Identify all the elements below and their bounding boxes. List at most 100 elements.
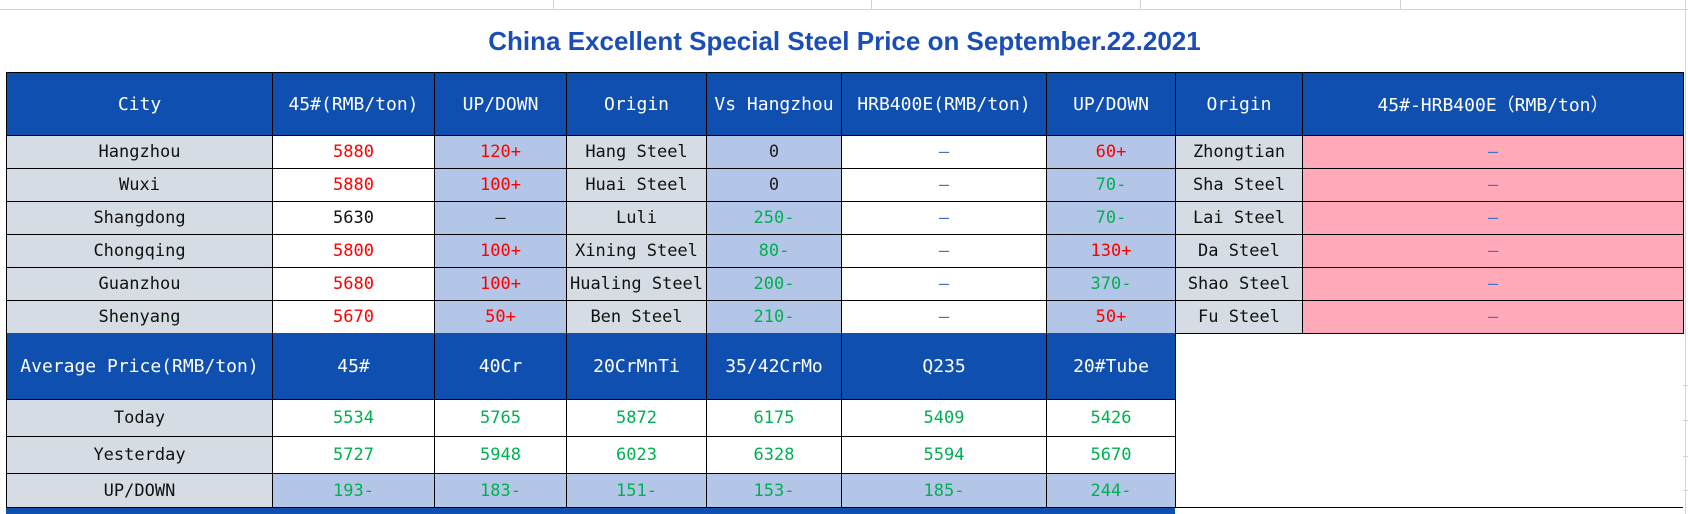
price45-cell[interactable]: 5880 <box>273 136 435 169</box>
origin-cell[interactable]: Hualing Steel <box>567 268 707 301</box>
sheet-title: China Excellent Special Steel Price on S… <box>6 10 1683 72</box>
gridline <box>1683 490 1688 491</box>
origin-cell[interactable]: Luli <box>567 202 707 235</box>
avg-value-cell[interactable]: 151- <box>567 474 707 508</box>
avg-value-cell[interactable]: 5765 <box>435 400 567 437</box>
origin-cell[interactable]: Hang Steel <box>567 136 707 169</box>
hrb400e-cell[interactable]: – <box>842 136 1047 169</box>
gridline <box>1685 0 1686 514</box>
diff-cell[interactable]: – <box>1303 202 1684 235</box>
price45-cell[interactable]: 5800 <box>273 235 435 268</box>
updown-cell[interactable]: 100+ <box>435 235 567 268</box>
hrb400e-cell[interactable]: – <box>842 202 1047 235</box>
avg-value-cell[interactable]: 5670 <box>1047 437 1176 474</box>
city-cell[interactable]: Wuxi <box>7 169 273 202</box>
origin2-cell[interactable]: Sha Steel <box>1176 169 1303 202</box>
city-cell[interactable]: Shenyang <box>7 301 273 334</box>
origin-cell[interactable]: Ben Steel <box>567 301 707 334</box>
updown2-cell[interactable]: 130+ <box>1047 235 1176 268</box>
avg-header-label[interactable]: Average Price(RMB/ton) <box>7 333 273 400</box>
avg-row-label[interactable]: UP/DOWN <box>7 474 273 508</box>
diff-cell[interactable]: – <box>1303 301 1684 334</box>
hrb400e-cell[interactable]: – <box>842 301 1047 334</box>
hrb400e-cell[interactable]: – <box>842 235 1047 268</box>
header-updown[interactable]: UP/DOWN <box>435 73 567 136</box>
price45-cell[interactable]: 5680 <box>273 268 435 301</box>
price45-cell[interactable]: 5630 <box>273 202 435 235</box>
avg-header-q235[interactable]: Q235 <box>842 333 1047 400</box>
avg-value-cell[interactable]: 5426 <box>1047 400 1176 437</box>
header-diff[interactable]: 45#-HRB400E（RMB/ton） <box>1303 73 1684 136</box>
vs-hangzhou-cell[interactable]: 210- <box>707 301 842 334</box>
origin2-cell[interactable]: Da Steel <box>1176 235 1303 268</box>
city-cell[interactable]: Chongqing <box>7 235 273 268</box>
updown2-cell[interactable]: 370- <box>1047 268 1176 301</box>
avg-value-cell[interactable]: 153- <box>707 474 842 508</box>
avg-header-20tube[interactable]: 20#Tube <box>1047 333 1176 400</box>
gridline <box>1140 0 1141 9</box>
updown-cell[interactable]: 50+ <box>435 301 567 334</box>
city-cell[interactable]: Hangzhou <box>7 136 273 169</box>
avg-value-cell[interactable]: 5727 <box>273 437 435 474</box>
diff-cell[interactable]: – <box>1303 136 1684 169</box>
city-cell[interactable]: Shangdong <box>7 202 273 235</box>
diff-cell[interactable]: – <box>1303 235 1684 268</box>
avg-header-40cr[interactable]: 40Cr <box>435 333 567 400</box>
updown2-cell[interactable]: 70- <box>1047 169 1176 202</box>
vs-hangzhou-cell[interactable]: 250- <box>707 202 842 235</box>
vs-hangzhou-cell[interactable]: 0 <box>707 136 842 169</box>
updown2-cell[interactable]: 50+ <box>1047 301 1176 334</box>
updown-cell[interactable]: 100+ <box>435 169 567 202</box>
avg-value-cell[interactable]: 183- <box>435 474 567 508</box>
avg-value-cell[interactable]: 5872 <box>567 400 707 437</box>
avg-value-cell[interactable]: 6175 <box>707 400 842 437</box>
updown-cell[interactable]: 120+ <box>435 136 567 169</box>
avg-header-20crmnti[interactable]: 20CrMnTi <box>567 333 707 400</box>
avg-value-cell[interactable]: 6328 <box>707 437 842 474</box>
avg-value-cell[interactable]: 193- <box>273 474 435 508</box>
avg-value-cell[interactable]: 5534 <box>273 400 435 437</box>
avg-row-label[interactable]: Today <box>7 400 273 437</box>
avg-header-3542crmo[interactable]: 35/42CrMo <box>707 333 842 400</box>
header-45-price[interactable]: 45#(RMB/ton) <box>273 73 435 136</box>
avg-row-label[interactable]: Yesterday <box>7 437 273 474</box>
origin2-cell[interactable]: Fu Steel <box>1176 301 1303 334</box>
avg-value-cell[interactable]: 244- <box>1047 474 1176 508</box>
updown-cell[interactable]: – <box>435 202 567 235</box>
origin-cell[interactable]: Xining Steel <box>567 235 707 268</box>
avg-value-cell[interactable]: 185- <box>842 474 1047 508</box>
header-origin2[interactable]: Origin <box>1176 73 1303 136</box>
gridline <box>1683 385 1688 386</box>
origin2-cell[interactable]: Shao Steel <box>1176 268 1303 301</box>
vs-hangzhou-cell[interactable]: 0 <box>707 169 842 202</box>
origin-cell[interactable]: Huai Steel <box>567 169 707 202</box>
vs-hangzhou-cell[interactable]: 200- <box>707 268 842 301</box>
header-origin[interactable]: Origin <box>567 73 707 136</box>
updown2-cell[interactable]: 70- <box>1047 202 1176 235</box>
avg-value-cell[interactable]: 5409 <box>842 400 1047 437</box>
header-updown2[interactable]: UP/DOWN <box>1047 73 1176 136</box>
gridline <box>0 9 1688 10</box>
header-vs-hangzhou[interactable]: Vs Hangzhou <box>707 73 842 136</box>
gridline <box>1175 507 1683 508</box>
diff-cell[interactable]: – <box>1303 169 1684 202</box>
updown2-cell[interactable]: 60+ <box>1047 136 1176 169</box>
hrb400e-cell[interactable]: – <box>842 268 1047 301</box>
header-hrb400e[interactable]: HRB400E(RMB/ton) <box>842 73 1047 136</box>
hrb400e-cell[interactable]: – <box>842 169 1047 202</box>
vs-hangzhou-cell[interactable]: 80- <box>707 235 842 268</box>
origin2-cell[interactable]: Zhongtian <box>1176 136 1303 169</box>
avg-header-45[interactable]: 45# <box>273 333 435 400</box>
updown-cell[interactable]: 100+ <box>435 268 567 301</box>
origin2-cell[interactable]: Lai Steel <box>1176 202 1303 235</box>
avg-value-cell[interactable]: 5594 <box>842 437 1047 474</box>
avg-value-cell[interactable]: 6023 <box>567 437 707 474</box>
price45-cell[interactable]: 5670 <box>273 301 435 334</box>
price45-cell[interactable]: 5880 <box>273 169 435 202</box>
diff-cell[interactable]: – <box>1303 268 1684 301</box>
avg-value-cell[interactable]: 5948 <box>435 437 567 474</box>
city-cell[interactable]: Guanzhou <box>7 268 273 301</box>
header-city[interactable]: City <box>7 73 273 136</box>
gridline <box>1400 0 1401 9</box>
